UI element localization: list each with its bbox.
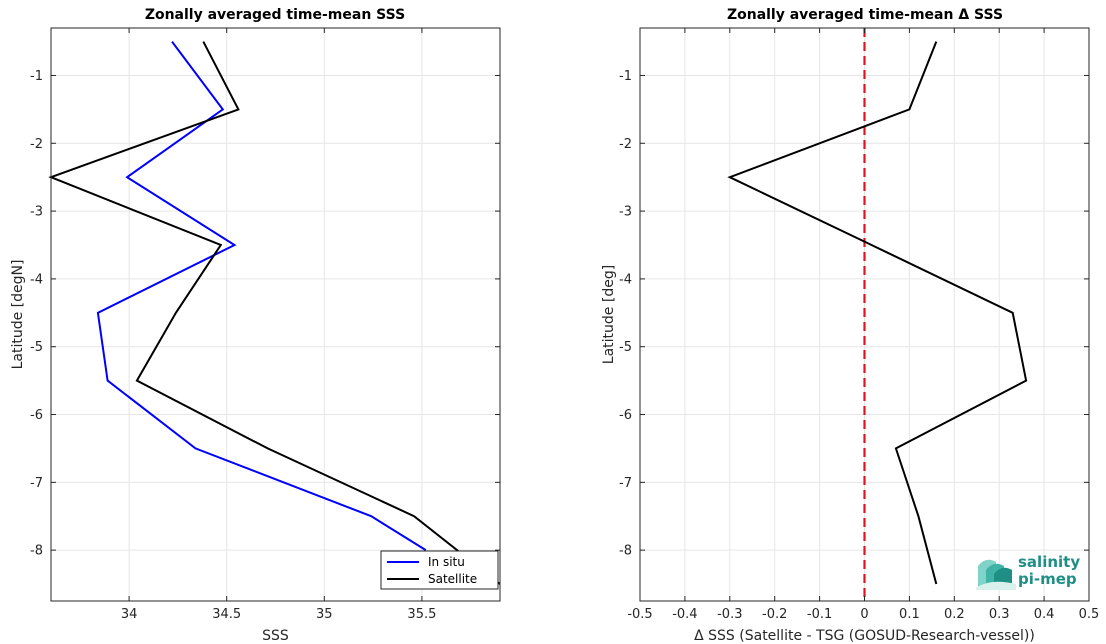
y-tick-label: -2 [30, 137, 43, 152]
y-tick-label: -8 [619, 544, 632, 559]
y-tick-label: -8 [30, 544, 43, 559]
x-tick-label: 0.2 [944, 607, 965, 622]
x-axis-label: SSS [262, 628, 289, 644]
series-line-in-situ [96, 41, 427, 551]
series-line-satellite [48, 41, 501, 585]
y-tick-label: -6 [619, 408, 632, 423]
x-tick-label: -0.4 [672, 607, 697, 622]
y-tick-label: -7 [619, 476, 632, 491]
legend-entry: Satellite [428, 572, 477, 586]
y-tick-label: -4 [619, 272, 632, 287]
y-tick-label: -3 [30, 205, 43, 220]
chart-title: Zonally averaged time-mean Δ SSS [727, 7, 1003, 23]
y-tick-label: -2 [619, 137, 632, 152]
chart-right: -0.5 -0.4 -0.3 -0.2 -0.1 0 0.1 0.2 0.3 0.4 0.5 -1 -2… [601, 7, 1099, 644]
x-tick-label: 35.5 [407, 607, 436, 622]
chart-title: Zonally averaged time-mean SSS [145, 7, 405, 23]
x-axis-label: Δ SSS (Satellite - TSG (GOSUD-Research-v… [694, 628, 1035, 644]
y-tick-label: -7 [30, 476, 43, 491]
x-tick-label: -0.1 [807, 607, 832, 622]
x-tick-label: 0.5 [1079, 607, 1100, 622]
y-tick-label: -3 [619, 205, 632, 220]
x-tick-label: 0.4 [1034, 607, 1055, 622]
logo-line1: salinity [1018, 553, 1080, 571]
x-tick-label: 0 [860, 607, 868, 622]
y-tick-label: -1 [619, 69, 632, 84]
logo-wave-icon [976, 559, 1016, 590]
x-tick-label: 0.3 [989, 607, 1010, 622]
legend-box [380, 550, 499, 590]
y-tick-label: -5 [30, 340, 43, 355]
x-tick-label: 34 [121, 607, 138, 622]
salinity-pimep-logo: salinity pi-mep [976, 553, 1080, 590]
logo-line2: pi-mep [1018, 570, 1077, 588]
series-line-0 [727, 41, 1028, 585]
legend: In situ Satellite [380, 550, 499, 590]
chart-left: 34 34.5 35 35.5 -1 -2 -3 -4 -5 -6 -7 -8 Zonally aver… [10, 7, 501, 644]
x-tick-label: -0.5 [627, 607, 652, 622]
x-tick-label: 0.1 [899, 607, 920, 622]
y-axis-label: Latitude [deg] [601, 265, 617, 364]
axes-box [50, 27, 501, 602]
x-tick-label: -0.2 [762, 607, 787, 622]
x-tick-label: 35 [316, 607, 333, 622]
y-tick-label: -1 [30, 69, 43, 84]
plot-area [51, 28, 500, 601]
y-tick-label: -6 [30, 408, 43, 423]
legend-entry: In situ [428, 555, 465, 569]
y-axis-label: Latitude [degN] [10, 260, 26, 370]
x-tick-label: 34.5 [212, 607, 241, 622]
x-tick-label: -0.3 [717, 607, 742, 622]
y-tick-label: -4 [30, 272, 43, 287]
y-tick-label: -5 [619, 340, 632, 355]
